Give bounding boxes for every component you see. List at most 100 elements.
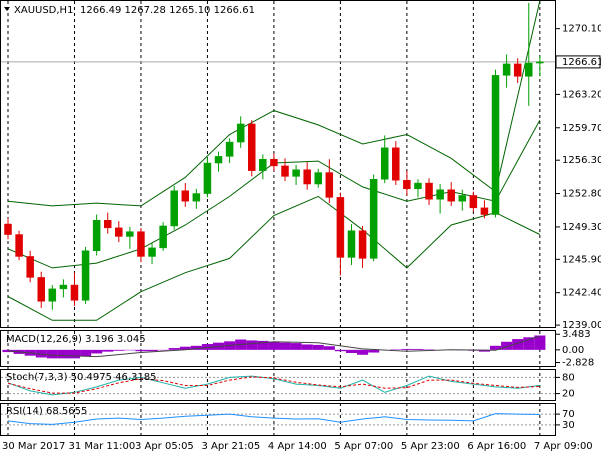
y-tick-label: 1270.10 xyxy=(562,24,601,35)
macd-bar xyxy=(357,349,369,355)
macd-bar xyxy=(490,345,502,350)
candle-body xyxy=(159,225,167,249)
y-tick-label: 0.00 xyxy=(562,345,584,356)
main-frame xyxy=(0,0,556,328)
candle-body xyxy=(270,158,278,167)
candle-body xyxy=(181,190,190,202)
x-tick-label: 3 Apr 21:05 xyxy=(201,441,260,452)
candle-body xyxy=(513,63,522,77)
y-tick-label: -2.828 xyxy=(562,358,594,369)
candle-body xyxy=(126,231,134,237)
y-tick-label: 1256.30 xyxy=(562,155,601,166)
candle-body xyxy=(259,158,267,171)
candle-body xyxy=(458,195,467,202)
macd-bar xyxy=(68,349,81,359)
x-tick-label: 5 Apr 07:00 xyxy=(334,441,393,452)
macd-bar xyxy=(401,348,413,350)
macd-bar xyxy=(523,337,535,350)
macd-signal xyxy=(7,335,540,358)
macd-bar xyxy=(179,346,191,350)
candle-body xyxy=(469,195,478,209)
candle-body xyxy=(192,193,201,202)
macd-bar xyxy=(135,349,147,352)
y-tick-label: 1259.70 xyxy=(562,123,601,134)
macd-bar xyxy=(345,349,358,353)
macd-bar xyxy=(268,341,280,350)
candle-body xyxy=(480,207,489,215)
macd-bar xyxy=(190,345,202,350)
candle-body xyxy=(92,219,101,251)
candle-body xyxy=(314,172,322,185)
candle-body xyxy=(15,234,23,257)
macd-bar xyxy=(323,346,335,350)
bollinger-band xyxy=(7,0,541,207)
y-tick-label: 1239.00 xyxy=(562,320,601,331)
macd-bar xyxy=(512,339,524,350)
candle-body xyxy=(48,288,57,302)
ohlc-text: 1266.49 1267.28 1265.10 1266.61 xyxy=(80,5,255,16)
candle-body xyxy=(70,284,79,301)
macd-bar xyxy=(478,349,491,352)
macd-bar xyxy=(312,344,324,350)
rsi-title: RSI(14) 68.5655 xyxy=(6,406,87,417)
bollinger-band xyxy=(7,195,541,321)
macd-bar xyxy=(57,349,69,359)
candle-body xyxy=(281,165,289,177)
y-tick-label: 1252.80 xyxy=(562,189,601,200)
candle-body xyxy=(81,250,90,301)
candle-body xyxy=(203,162,212,194)
candle-body xyxy=(170,190,178,227)
y-tick-label: 30 xyxy=(562,420,575,431)
candle-body xyxy=(403,179,411,190)
stoch-frame xyxy=(0,369,556,401)
macd-title: MACD(12,26,9) 3.196 3.045 xyxy=(6,334,146,345)
candle-body xyxy=(436,189,444,200)
candle-body xyxy=(214,156,223,164)
candle-body xyxy=(59,284,68,290)
x-tick-label: 5 Apr 23:00 xyxy=(401,441,460,452)
y-tick-label: 1249.30 xyxy=(562,222,601,233)
y-tick-label: 1242.40 xyxy=(562,288,601,299)
candle-body xyxy=(525,62,533,77)
indicator-line xyxy=(7,376,540,394)
macd-bar xyxy=(168,348,180,350)
macd-bar xyxy=(246,340,258,350)
candle-body xyxy=(380,147,389,180)
candle-body xyxy=(414,182,422,190)
y-tick-label: 1263.20 xyxy=(562,89,601,100)
stoch-title: Stoch(7,3,3) 50.4975 46.3185 xyxy=(6,372,157,383)
candle-body xyxy=(303,169,311,185)
candle-body xyxy=(115,227,123,237)
macd-bar xyxy=(146,349,158,352)
candle-body xyxy=(225,141,234,157)
candle-body xyxy=(425,182,433,200)
x-tick-label: 7 Apr 09:00 xyxy=(534,441,593,452)
x-tick-label: 3 Apr 05:05 xyxy=(135,441,194,452)
candle-body xyxy=(103,219,112,229)
macd-bar xyxy=(257,340,269,350)
x-tick-label: 6 Apr 16:00 xyxy=(467,441,526,452)
candle-body xyxy=(148,247,156,257)
last-price-box xyxy=(555,55,601,69)
candle-body xyxy=(369,179,378,259)
x-tick-label: 30 Mar 2017 xyxy=(2,441,65,452)
candle-body xyxy=(347,230,356,258)
candle-body xyxy=(536,61,544,64)
macd-bar xyxy=(412,348,424,350)
candle-body xyxy=(292,169,300,177)
macd-bar xyxy=(501,341,513,350)
candle-body xyxy=(447,189,455,202)
y-tick-label: 20 xyxy=(562,389,575,400)
macd-bar xyxy=(368,349,380,353)
candle-body xyxy=(336,197,345,258)
candle-body xyxy=(392,147,400,181)
macd-bar xyxy=(46,349,58,359)
x-tick-label: 31 Mar 11:00 xyxy=(68,441,135,452)
macd-bar xyxy=(102,349,114,352)
macd-bar xyxy=(80,349,92,357)
macd-bar xyxy=(334,349,346,352)
macd-bar xyxy=(113,349,125,351)
rsi-frame xyxy=(0,403,556,436)
candle-body xyxy=(325,172,334,198)
